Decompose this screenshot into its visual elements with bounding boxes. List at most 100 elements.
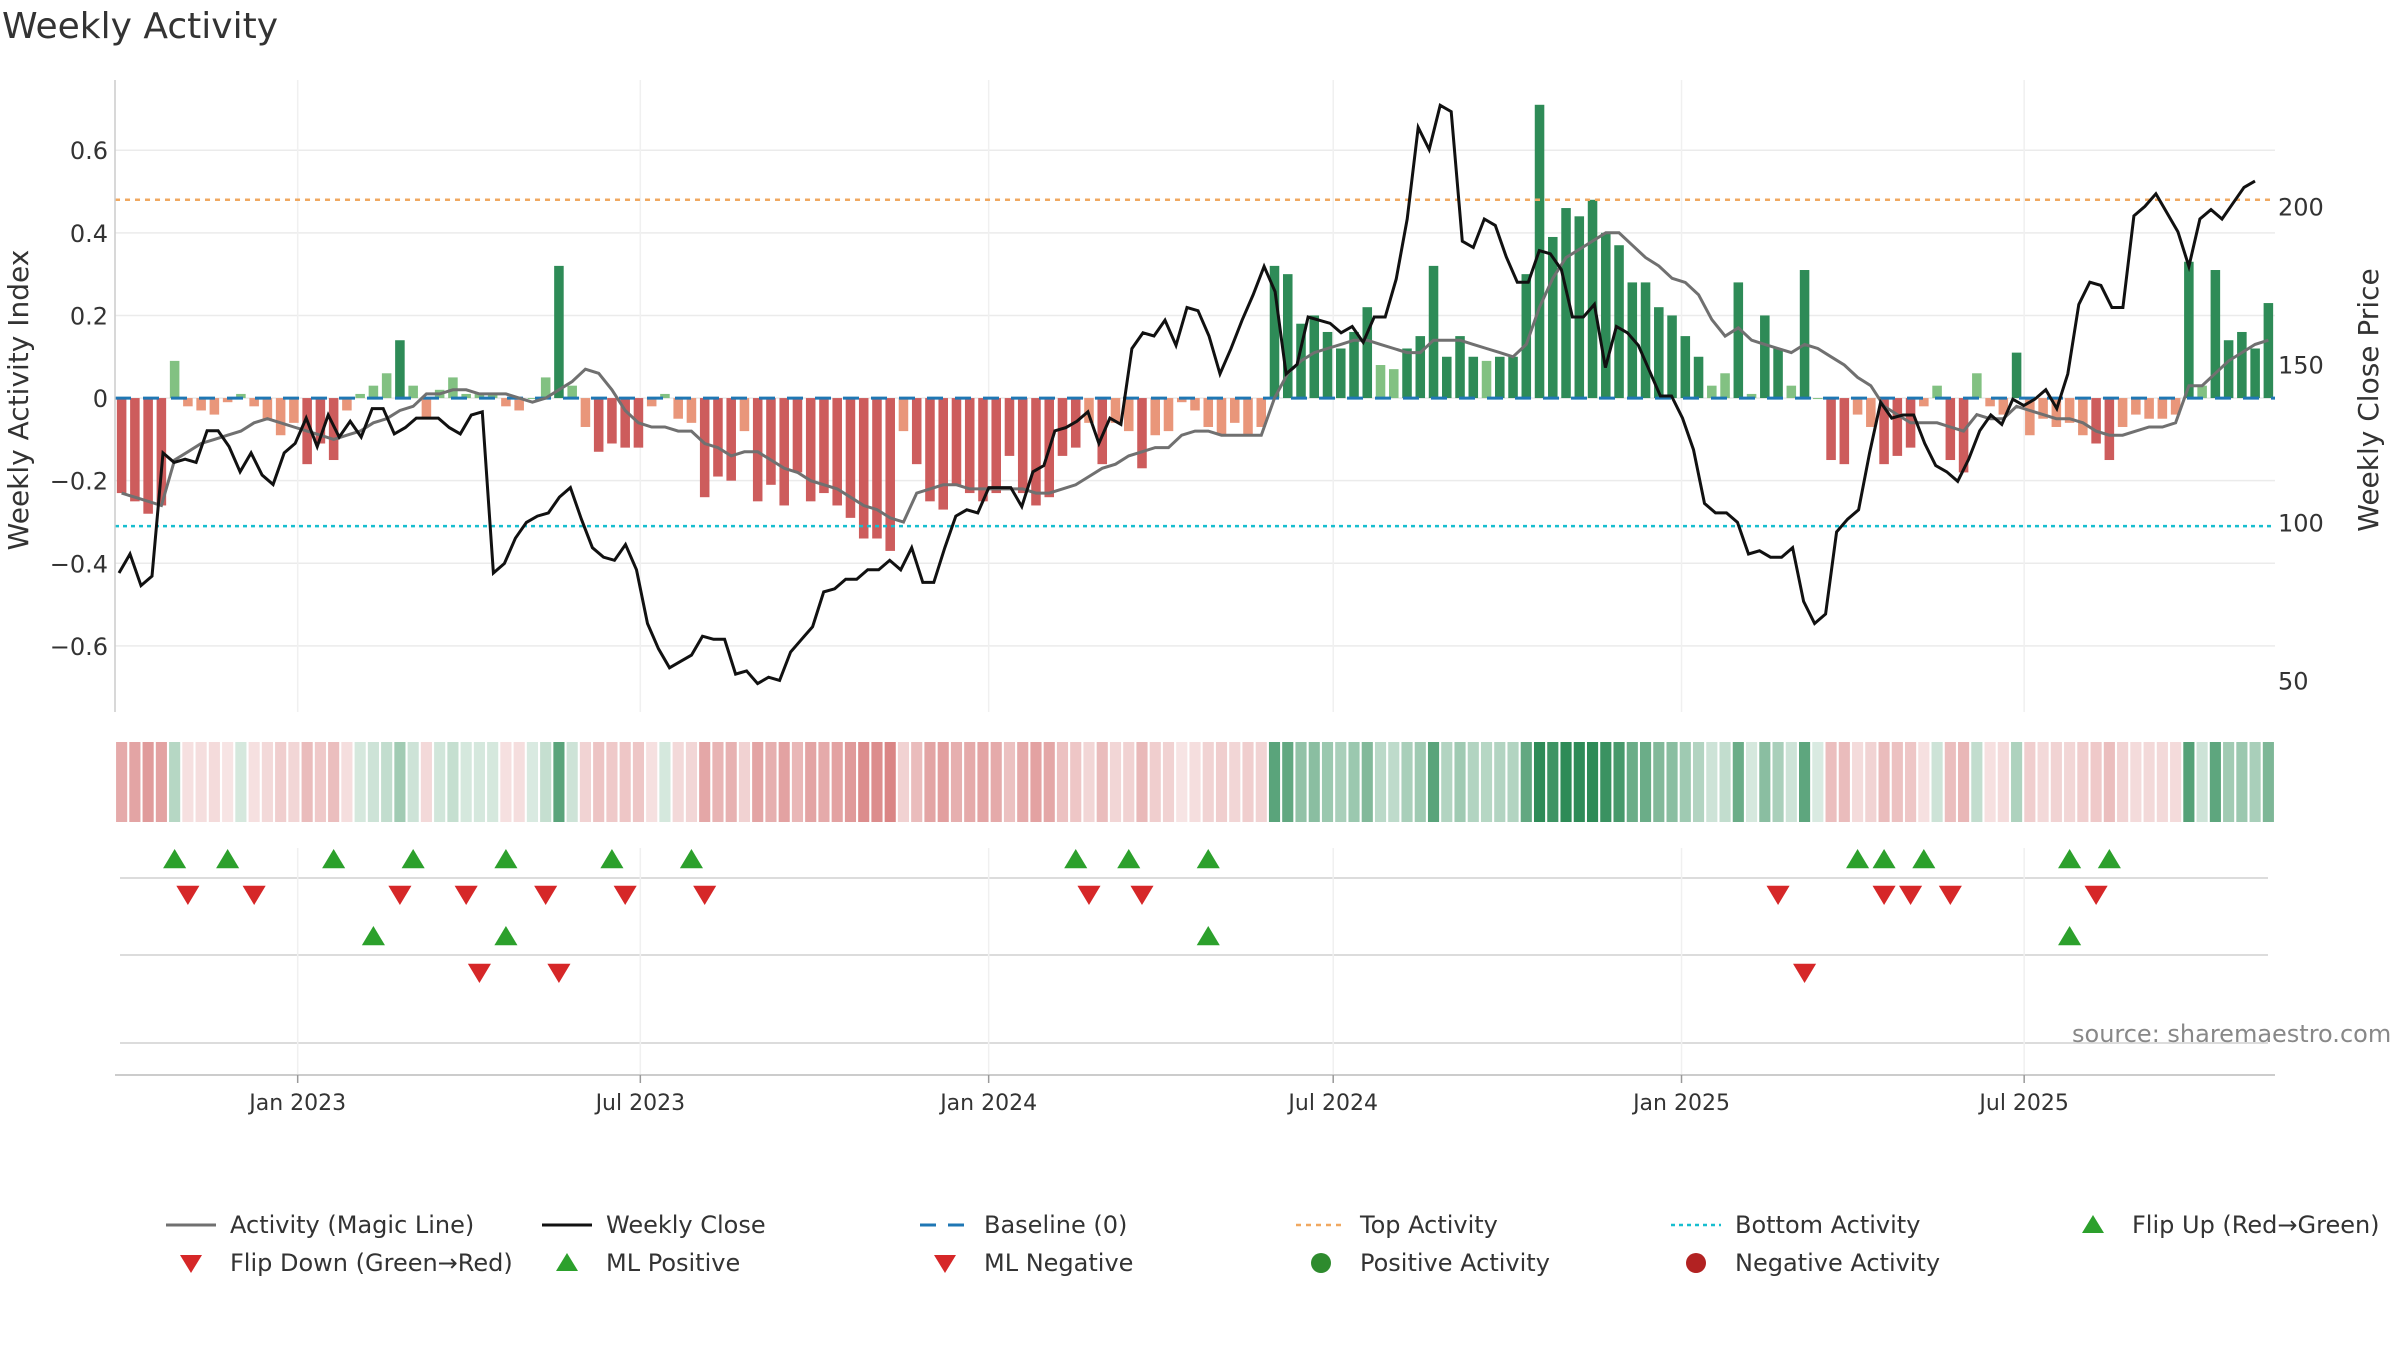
heat-cell [1692, 742, 1705, 822]
activity-bar [991, 398, 1001, 494]
heat-cell [871, 742, 883, 822]
weekly-close-line [117, 103, 2256, 686]
triangle-up-icon [536, 1248, 598, 1278]
activity-bar [2025, 398, 2035, 436]
activity-bar [567, 385, 577, 399]
activity-bar [726, 398, 736, 481]
heat-cell [1918, 742, 1930, 822]
heat-cell [2170, 742, 2182, 822]
activity-bar [1309, 315, 1320, 399]
heat-cell [1759, 742, 1771, 822]
legend-item: Top Activity [1290, 1210, 1498, 1240]
heat-cell [632, 742, 645, 822]
activity-bar [1654, 307, 1664, 399]
heat-cell [738, 742, 751, 822]
activity-bar [1998, 398, 2009, 415]
flip-down-marker [1872, 885, 1896, 905]
activity-bar [130, 398, 140, 502]
activity-bar [527, 398, 538, 400]
heat-cell [1560, 742, 1572, 822]
heat-cell [1361, 742, 1373, 822]
activity-bar [1216, 398, 1227, 436]
ml-positive-marker [361, 926, 385, 946]
y-tick-label: 0.2 [70, 302, 108, 330]
legend-label: Flip Down (Green→Red) [230, 1249, 513, 1277]
heat-cell [341, 742, 353, 822]
activity-bar [448, 377, 458, 399]
heat-cell [1136, 742, 1148, 822]
activity-bar [2237, 331, 2247, 399]
activity-bar [739, 398, 750, 432]
activity-bar [1879, 398, 1889, 465]
legend-label: ML Positive [606, 1249, 741, 1277]
legend-item: Flip Up (Red→Green) [2062, 1210, 2380, 1240]
heat-cell [1295, 742, 1307, 822]
heat-cell [367, 742, 379, 822]
activity-bar [169, 360, 180, 399]
heat-cell [884, 742, 896, 822]
heat-cell [1096, 742, 1108, 822]
heat-cell [725, 742, 737, 822]
activity-bar [1667, 315, 1677, 399]
heat-cell [2117, 742, 2129, 822]
heat-cell [765, 742, 777, 822]
heat-cell [1799, 742, 1811, 822]
heat-cell [2090, 742, 2102, 822]
activity-bar [938, 398, 948, 510]
heat-cell [1030, 742, 1042, 822]
heat-cell [1533, 742, 1546, 822]
heat-cell [1507, 742, 1519, 822]
heat-cell [1719, 742, 1731, 822]
heat-cell [1083, 742, 1095, 822]
activity-bar [1229, 398, 1240, 423]
heat-cell [473, 742, 485, 822]
ml-positive-marker [2058, 926, 2082, 946]
activity-bar [1839, 398, 1850, 465]
heat-cell [1825, 742, 1837, 822]
legend-dash-blue [914, 1210, 976, 1240]
legend-dot-orange [1290, 1210, 1352, 1240]
ml-negative-marker [547, 963, 571, 983]
heat-cell [1017, 742, 1029, 822]
legend-item: ML Positive [536, 1248, 740, 1278]
heat-cell [1971, 742, 1983, 822]
heat-cell [977, 742, 989, 822]
heat-cell [2050, 742, 2062, 822]
triangle-down-icon [914, 1248, 976, 1278]
flip-up-marker [494, 849, 518, 869]
activity-bar [514, 398, 524, 411]
activity-bar [1640, 282, 1651, 399]
activity-bar [593, 398, 604, 452]
activity-bar [2051, 398, 2062, 427]
heat-cell [208, 742, 220, 822]
heat-cell [182, 742, 194, 822]
legend-label: Positive Activity [1360, 1249, 1550, 1277]
activity-bar [766, 398, 776, 485]
activity-bar [792, 398, 803, 473]
heat-cell [513, 742, 525, 822]
heat-cell [699, 742, 711, 822]
flip-down-marker [1938, 885, 1962, 905]
heat-cell [2223, 742, 2235, 822]
activity-bar [1919, 398, 1929, 407]
heat-cell [1600, 742, 1612, 822]
activity-bar [819, 398, 829, 494]
heat-cell [1931, 742, 1943, 822]
activity-bar [1243, 398, 1253, 436]
heat-cell [1321, 742, 1334, 822]
activity-bar [368, 385, 379, 399]
heat-cell [1043, 742, 1055, 822]
flip-up-marker [2097, 849, 2121, 869]
activity-bar [1428, 265, 1439, 399]
heat-cell [155, 742, 167, 822]
heat-cell [1679, 742, 1691, 822]
lines-layer [117, 103, 2269, 686]
activity-bar [209, 398, 220, 415]
x-tick-label: Jul 2025 [1977, 1091, 2069, 1116]
heat-cell [1997, 742, 2009, 822]
activity-bar [236, 393, 246, 399]
activity-bar [1190, 398, 1200, 411]
heat-cell [540, 742, 552, 822]
magic-line [121, 231, 2269, 524]
heat-cell [1268, 742, 1281, 822]
